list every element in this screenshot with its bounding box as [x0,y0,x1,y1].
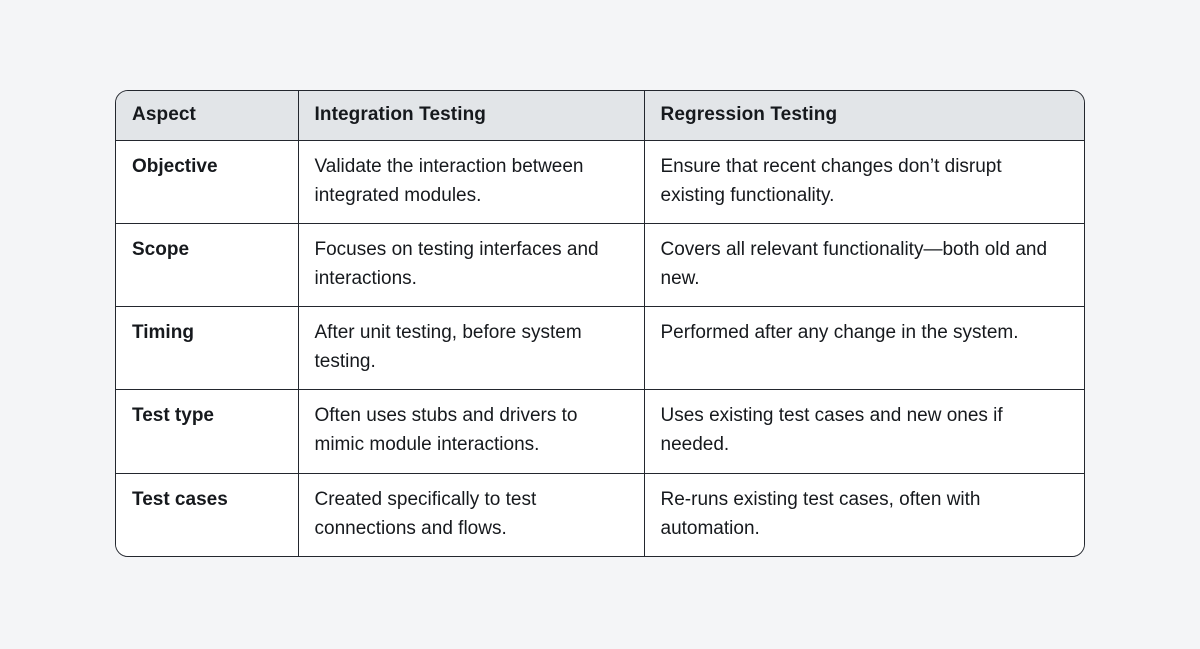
column-header-aspect: Aspect [116,91,299,141]
column-header-regression: Regression Testing [643,91,1084,141]
table-header-row: Aspect Integration Testing Regression Te… [116,91,1084,141]
cell-integration: Created specifically to test connections… [297,472,645,556]
table-row: Test type Often uses stubs and drivers t… [116,389,1084,474]
comparison-table: Aspect Integration Testing Regression Te… [116,91,1084,556]
cell-aspect: Test type [116,389,299,474]
cell-aspect: Scope [116,222,299,308]
cell-integration: After unit testing, before system testin… [297,306,645,391]
comparison-table-card: Aspect Integration Testing Regression Te… [115,90,1085,557]
column-header-integration: Integration Testing [297,91,645,141]
cell-regression: Re-runs existing test cases, often with … [643,472,1084,556]
table-row: Test cases Created specifically to test … [116,472,1084,556]
cell-integration: Focuses on testing interfaces and intera… [297,222,645,308]
table-row: Scope Focuses on testing interfaces and … [116,222,1084,308]
cell-aspect: Test cases [116,472,299,556]
cell-integration: Validate the interaction between integra… [297,139,645,224]
cell-regression: Performed after any change in the system… [643,306,1084,391]
cell-aspect: Objective [116,139,299,224]
cell-regression: Uses existing test cases and new ones if… [643,389,1084,474]
cell-integration: Often uses stubs and drivers to mimic mo… [297,389,645,474]
table-row: Timing After unit testing, before system… [116,306,1084,391]
table-row: Objective Validate the interaction betwe… [116,139,1084,224]
cell-regression: Covers all relevant functionality—both o… [643,222,1084,308]
cell-regression: Ensure that recent changes don’t disrupt… [643,139,1084,224]
cell-aspect: Timing [116,306,299,391]
